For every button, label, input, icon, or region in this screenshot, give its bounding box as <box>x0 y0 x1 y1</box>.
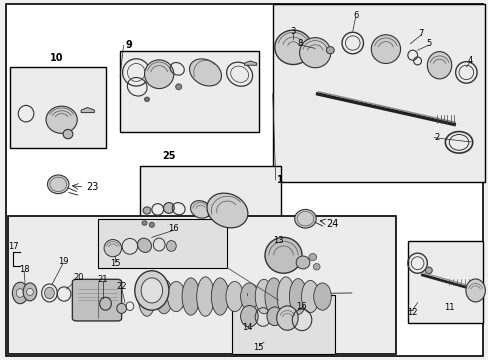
Ellipse shape <box>289 279 306 315</box>
Ellipse shape <box>143 207 151 214</box>
Ellipse shape <box>142 221 147 225</box>
Text: 16: 16 <box>296 302 306 311</box>
Ellipse shape <box>100 297 111 310</box>
Ellipse shape <box>326 46 333 54</box>
Ellipse shape <box>313 283 330 310</box>
Ellipse shape <box>277 277 294 316</box>
Ellipse shape <box>144 97 149 102</box>
Ellipse shape <box>225 282 243 312</box>
Text: 19: 19 <box>58 257 68 266</box>
Ellipse shape <box>163 203 174 213</box>
Text: 6: 6 <box>352 11 358 20</box>
Ellipse shape <box>299 38 330 68</box>
Ellipse shape <box>313 264 320 270</box>
Ellipse shape <box>138 277 156 316</box>
Ellipse shape <box>276 306 298 330</box>
Ellipse shape <box>255 279 272 314</box>
Bar <box>272 4 484 182</box>
Ellipse shape <box>294 210 316 228</box>
Ellipse shape <box>135 271 168 310</box>
Ellipse shape <box>104 239 122 257</box>
Ellipse shape <box>175 84 181 90</box>
Text: 12: 12 <box>406 308 416 317</box>
Text: 14: 14 <box>241 323 252 332</box>
Text: 5: 5 <box>426 39 430 48</box>
Ellipse shape <box>189 59 221 86</box>
Text: 9: 9 <box>125 40 132 50</box>
Polygon shape <box>81 108 94 113</box>
Ellipse shape <box>427 51 451 79</box>
Ellipse shape <box>141 278 162 303</box>
Ellipse shape <box>206 193 247 228</box>
Text: 11: 11 <box>443 303 454 312</box>
Ellipse shape <box>46 106 77 134</box>
Ellipse shape <box>63 130 73 139</box>
Ellipse shape <box>196 277 214 316</box>
Text: 2: 2 <box>434 133 439 142</box>
Bar <box>120 51 259 132</box>
Ellipse shape <box>12 282 28 304</box>
Ellipse shape <box>465 279 485 302</box>
Ellipse shape <box>425 267 431 274</box>
Bar <box>140 166 281 241</box>
Text: 20: 20 <box>73 273 84 282</box>
Text: 4: 4 <box>466 57 471 66</box>
Text: 8: 8 <box>296 39 302 48</box>
Text: 23: 23 <box>86 182 98 192</box>
Bar <box>407 241 483 323</box>
Ellipse shape <box>308 253 316 261</box>
Ellipse shape <box>167 282 184 312</box>
Ellipse shape <box>47 175 69 194</box>
Text: 15: 15 <box>110 259 121 268</box>
Ellipse shape <box>117 303 126 314</box>
Text: 15: 15 <box>252 343 263 352</box>
Text: 17: 17 <box>8 242 19 251</box>
Ellipse shape <box>190 201 210 218</box>
Ellipse shape <box>16 289 24 297</box>
Polygon shape <box>244 61 256 65</box>
Ellipse shape <box>274 30 311 64</box>
Text: 21: 21 <box>98 275 108 284</box>
Ellipse shape <box>240 306 258 327</box>
Ellipse shape <box>240 283 258 310</box>
Ellipse shape <box>264 237 302 273</box>
Ellipse shape <box>266 307 282 325</box>
Ellipse shape <box>211 278 228 315</box>
Ellipse shape <box>23 283 37 301</box>
Text: 7: 7 <box>417 29 423 38</box>
Ellipse shape <box>155 279 172 314</box>
Text: 13: 13 <box>272 237 283 246</box>
Text: 10: 10 <box>50 53 63 63</box>
Text: 24: 24 <box>326 219 338 229</box>
Text: 25: 25 <box>163 150 176 161</box>
Bar <box>8 216 395 354</box>
Text: 22: 22 <box>116 282 126 291</box>
Text: 16: 16 <box>168 224 179 233</box>
Ellipse shape <box>296 256 309 269</box>
Ellipse shape <box>182 278 199 315</box>
Ellipse shape <box>301 280 319 313</box>
Ellipse shape <box>370 35 400 63</box>
Text: 1: 1 <box>277 175 284 185</box>
FancyBboxPatch shape <box>72 279 122 321</box>
Bar <box>232 295 334 354</box>
Ellipse shape <box>44 287 54 299</box>
Ellipse shape <box>137 238 151 252</box>
Bar <box>98 220 227 268</box>
Ellipse shape <box>149 222 154 227</box>
Bar <box>10 67 105 148</box>
Ellipse shape <box>166 240 176 251</box>
Text: 3: 3 <box>290 27 295 36</box>
Ellipse shape <box>26 288 33 296</box>
Ellipse shape <box>264 278 282 315</box>
Text: 18: 18 <box>19 265 29 274</box>
Ellipse shape <box>144 60 173 89</box>
